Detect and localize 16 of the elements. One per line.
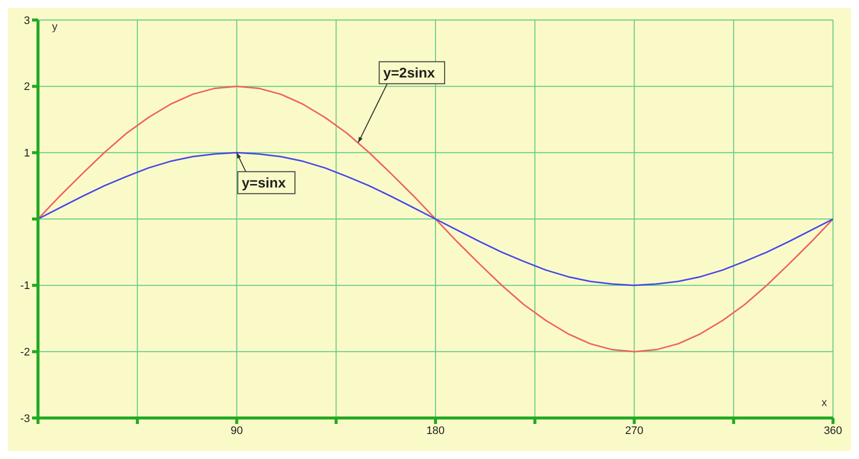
y-tick-label: -1 bbox=[20, 280, 30, 292]
x-tick-label: 270 bbox=[625, 424, 644, 437]
x-tick-label: 360 bbox=[824, 424, 842, 437]
annotation: y=2sinx bbox=[383, 64, 436, 81]
y-tick-label: 3 bbox=[24, 14, 30, 27]
y-tick-label: 1 bbox=[24, 148, 30, 160]
line-series bbox=[38, 152, 833, 286]
y-tick-label: 2 bbox=[24, 81, 30, 94]
y-axis-title: y bbox=[52, 20, 58, 33]
line-series bbox=[38, 86, 833, 352]
x-axis-title: x bbox=[822, 396, 828, 409]
x-tick-label: 90 bbox=[230, 424, 243, 437]
annotation: y=sinx bbox=[242, 174, 286, 191]
x-tick-label: 180 bbox=[426, 424, 445, 437]
y-tick-label: -3 bbox=[20, 412, 30, 425]
y-tick-label: -2 bbox=[20, 346, 30, 359]
